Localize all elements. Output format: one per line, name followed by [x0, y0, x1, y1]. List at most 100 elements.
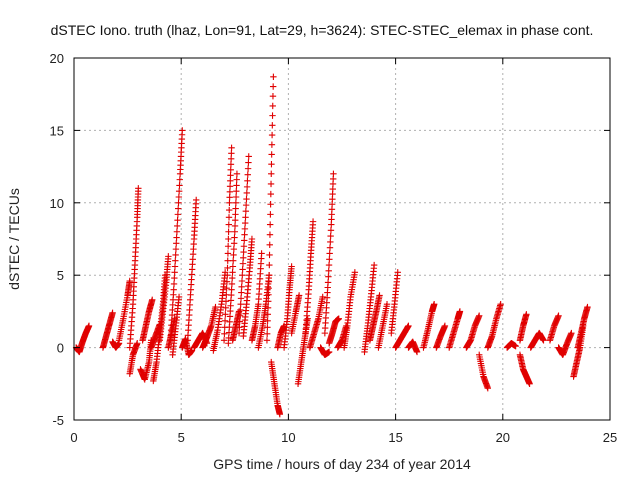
data-arc — [167, 127, 186, 344]
data-point — [223, 285, 230, 292]
data-arc — [126, 185, 142, 351]
data-arc — [274, 322, 288, 351]
data-point — [266, 221, 274, 228]
data-point — [244, 171, 251, 178]
data-point — [242, 207, 250, 215]
data-point — [170, 280, 178, 288]
data-point — [245, 153, 252, 160]
data-arc — [156, 253, 172, 344]
y-tick-label: -5 — [52, 413, 64, 428]
data-arc — [199, 303, 219, 351]
data-point — [264, 311, 272, 318]
data-point — [335, 315, 342, 322]
data-point — [243, 195, 250, 203]
data-point — [243, 189, 251, 197]
data-point — [173, 228, 181, 235]
y-tick-labels: -5 0 5 10 15 20 — [50, 51, 64, 428]
data-points — [72, 73, 591, 418]
data-point — [233, 170, 241, 178]
data-arc — [109, 338, 123, 351]
data-arc — [225, 170, 241, 347]
y-tick-label: 10 — [50, 196, 64, 211]
data-arc — [302, 218, 317, 337]
data-point — [230, 245, 238, 253]
data-point — [227, 297, 235, 304]
data-point — [266, 261, 273, 269]
data-arc — [229, 308, 243, 344]
data-point — [228, 286, 235, 293]
data-point — [171, 274, 178, 282]
data-point — [325, 273, 332, 280]
data-point — [149, 296, 156, 304]
data-point — [171, 263, 179, 270]
data-point — [233, 188, 240, 195]
data-point — [175, 199, 182, 206]
data-point — [265, 278, 273, 285]
y-axis-label: dSTEC / TECUs — [6, 188, 22, 290]
data-point — [126, 277, 133, 285]
data-arc — [375, 300, 391, 351]
plot-frame — [73, 57, 611, 421]
data-point — [179, 127, 186, 134]
data-point — [268, 151, 275, 158]
data-point — [239, 266, 246, 273]
data-point — [239, 272, 246, 279]
data-point — [170, 286, 177, 293]
data-point — [222, 304, 229, 311]
data-point — [236, 312, 244, 319]
data-point — [269, 122, 276, 129]
data-point — [269, 102, 276, 110]
data-point — [226, 313, 234, 320]
data-arc — [546, 312, 562, 344]
data-point — [237, 306, 244, 314]
data-point — [238, 289, 245, 296]
data-point — [266, 241, 273, 248]
data-point — [325, 261, 333, 269]
data-point — [441, 322, 449, 330]
data-arc — [240, 235, 256, 340]
data-point — [225, 340, 232, 347]
data-point — [319, 293, 326, 301]
data-point — [309, 218, 317, 225]
data-point — [330, 170, 337, 178]
data-point — [176, 182, 183, 189]
data-point — [238, 283, 245, 290]
data-arc — [255, 272, 273, 351]
data-point — [248, 235, 256, 243]
data-arc — [555, 329, 575, 359]
data-point — [233, 182, 240, 189]
x-tick-label: 15 — [388, 430, 402, 445]
data-arc — [574, 303, 591, 351]
data-point — [135, 185, 142, 192]
data-point — [226, 194, 233, 201]
data-point — [266, 231, 274, 238]
data-point — [226, 206, 233, 214]
data-point — [227, 161, 235, 168]
data-point — [224, 272, 231, 279]
data-arc — [294, 315, 311, 387]
data-point — [235, 308, 243, 315]
data-point — [476, 312, 483, 319]
data-point — [229, 274, 236, 282]
data-point — [484, 384, 491, 392]
data-point — [568, 329, 575, 337]
data-arc — [321, 170, 337, 337]
data-point — [526, 380, 533, 387]
y-tick-label: 0 — [57, 341, 64, 356]
tick-marks — [73, 57, 611, 421]
data-point — [267, 190, 275, 198]
data-point — [212, 303, 219, 311]
data-point — [276, 411, 284, 418]
data-point — [228, 291, 235, 299]
data-arc — [392, 322, 412, 351]
data-point — [512, 342, 519, 350]
data-arc — [179, 335, 196, 359]
data-point — [270, 73, 277, 81]
data-point — [228, 144, 235, 151]
data-point — [221, 317, 229, 325]
data-arc — [220, 144, 235, 344]
data-point — [239, 260, 247, 267]
chart-title: dSTEC Iono. truth (lhaz, Lon=91, Lat=29,… — [51, 22, 594, 38]
data-point — [173, 234, 180, 241]
data-arc — [420, 300, 438, 351]
